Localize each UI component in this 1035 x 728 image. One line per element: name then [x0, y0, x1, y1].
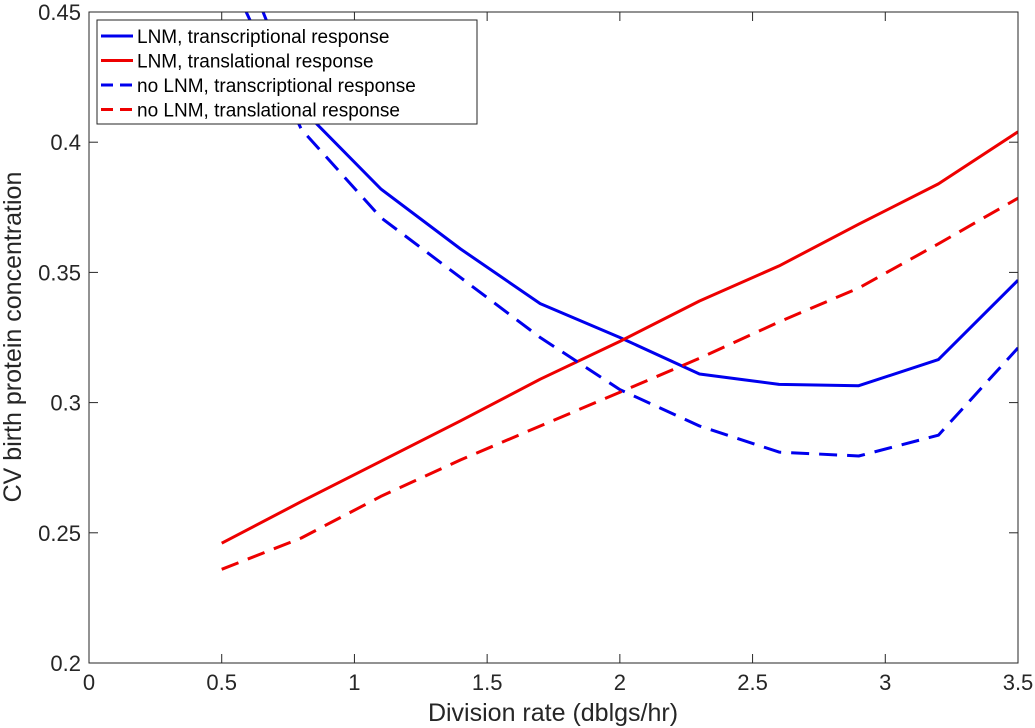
y-tick-labels: 0.2 0.25 0.3 0.35 0.4 0.45 [38, 0, 81, 676]
y-tick-label: 0.3 [50, 391, 81, 416]
legend-label-1: LNM, transcriptional response [137, 27, 389, 48]
legend-label-2: LNM, translational response [137, 52, 374, 73]
x-tick-label: 3 [879, 670, 891, 695]
x-tick-label: 0.5 [206, 670, 237, 695]
x-tick-label: 1 [348, 670, 360, 695]
series-line-2 [221, 130, 1018, 545]
x-tick-label: 2.5 [737, 670, 768, 695]
y-tick-label: 0.25 [38, 521, 81, 546]
series-line-3 [244, 12, 1018, 458]
x-tick-label: 2 [614, 670, 626, 695]
x-tick-label: 0 [83, 670, 95, 695]
y-axis-label: CV birth protein concentration [0, 172, 27, 503]
plot-frame [88, 11, 1019, 664]
y-tick-label: 0.2 [50, 651, 81, 676]
legend-box [96, 19, 478, 125]
legend-label-4: no LNM, translational response [137, 101, 400, 122]
x-tick-label: 1.5 [472, 670, 503, 695]
legend-label-3: no LNM, transcriptional response [137, 76, 416, 97]
series-line-4 [221, 196, 1018, 571]
y-tick-label: 0.4 [50, 130, 81, 155]
x-axis-label: Division rate (dblgs/hr) [428, 699, 678, 727]
series-line-1 [261, 12, 1018, 388]
y-tick-label: 0.35 [38, 260, 81, 285]
y-tick-label: 0.45 [38, 0, 81, 25]
legend: LNM, transcriptional response LNM, transl… [96, 19, 478, 125]
x-tick-label: 3.5 [1003, 670, 1034, 695]
x-tick-labels: 0 0.5 1 1.5 2 2.5 3 3.5 [83, 670, 1033, 695]
series-lines [221, 12, 1018, 571]
